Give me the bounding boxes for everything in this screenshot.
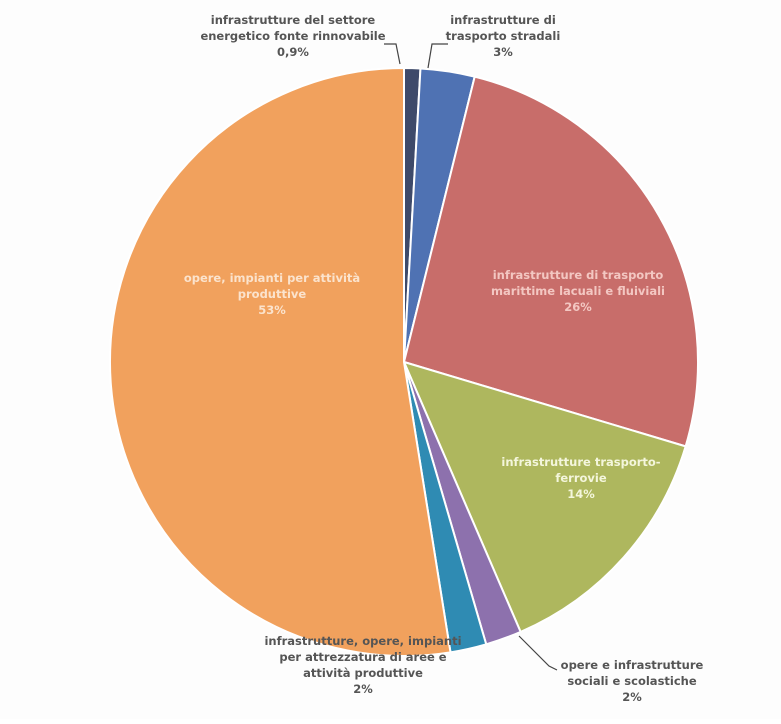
leader-line-5: [518, 635, 558, 671]
pie-slices: [109, 66, 699, 657]
slice-label-line: produttive: [238, 287, 307, 301]
slice-label-line: marittime lacuali e fluiviali: [491, 284, 665, 298]
slice-label-line: ferrovie: [555, 471, 606, 485]
leader-line-2: [427, 43, 448, 69]
slice-value-label: 14%: [567, 487, 595, 501]
slice-value-label: 26%: [564, 300, 592, 314]
pie-slice-3: [403, 75, 699, 448]
slice-label-line: infrastrutture trasporto-: [501, 455, 660, 469]
slice-label-line: infrastrutture di trasporto: [493, 268, 664, 282]
pie-slice-7: [109, 67, 452, 657]
slice-label-line: per attrezzatura di aree e: [279, 650, 446, 664]
slice-value-label: 3%: [493, 45, 513, 59]
slice-value-label: 2%: [622, 690, 642, 704]
leader-line-1: [384, 43, 401, 65]
slice-label-line: infrastrutture del settore: [211, 13, 376, 27]
slice-label-line: opere, impianti per attività: [184, 271, 360, 285]
slice-label-4: infrastrutture trasporto-ferrovie 14%: [501, 455, 660, 501]
leader-lines: [384, 43, 558, 671]
slice-value-label: 53%: [258, 303, 286, 317]
slice-label-7: opere, impianti per attività produttive 53…: [184, 271, 360, 317]
slice-label-line: trasporto stradali: [446, 29, 561, 43]
slice-label-6: infrastrutture, opere, impianti per attre…: [264, 634, 461, 696]
slice-label-line: infrastrutture, opere, impianti: [264, 634, 461, 648]
slice-label-5: opere e infrastrutture sociali e scolasti…: [561, 658, 704, 704]
slice-label-line: energetico fonte rinnovabile: [200, 29, 385, 43]
slice-label-1: infrastrutture del settore energetico fon…: [200, 13, 385, 59]
slice-label-line: opere e infrastrutture: [561, 658, 704, 672]
pie-slice-4: [403, 361, 687, 633]
slice-label-2: infrastrutture di trasporto stradali 3%: [446, 13, 561, 59]
slice-value-label: 0,9%: [277, 45, 309, 59]
slice-label-line: infrastrutture di: [450, 13, 556, 27]
slice-label-3: infrastrutture di trasporto marittime lac…: [491, 268, 665, 314]
slice-label-line: sociali e scolastiche: [567, 674, 697, 688]
slice-labels: infrastrutture del settore energetico fon…: [184, 13, 704, 704]
slice-value-label: 2%: [353, 682, 373, 696]
slice-label-line: attività produttive: [303, 666, 423, 680]
